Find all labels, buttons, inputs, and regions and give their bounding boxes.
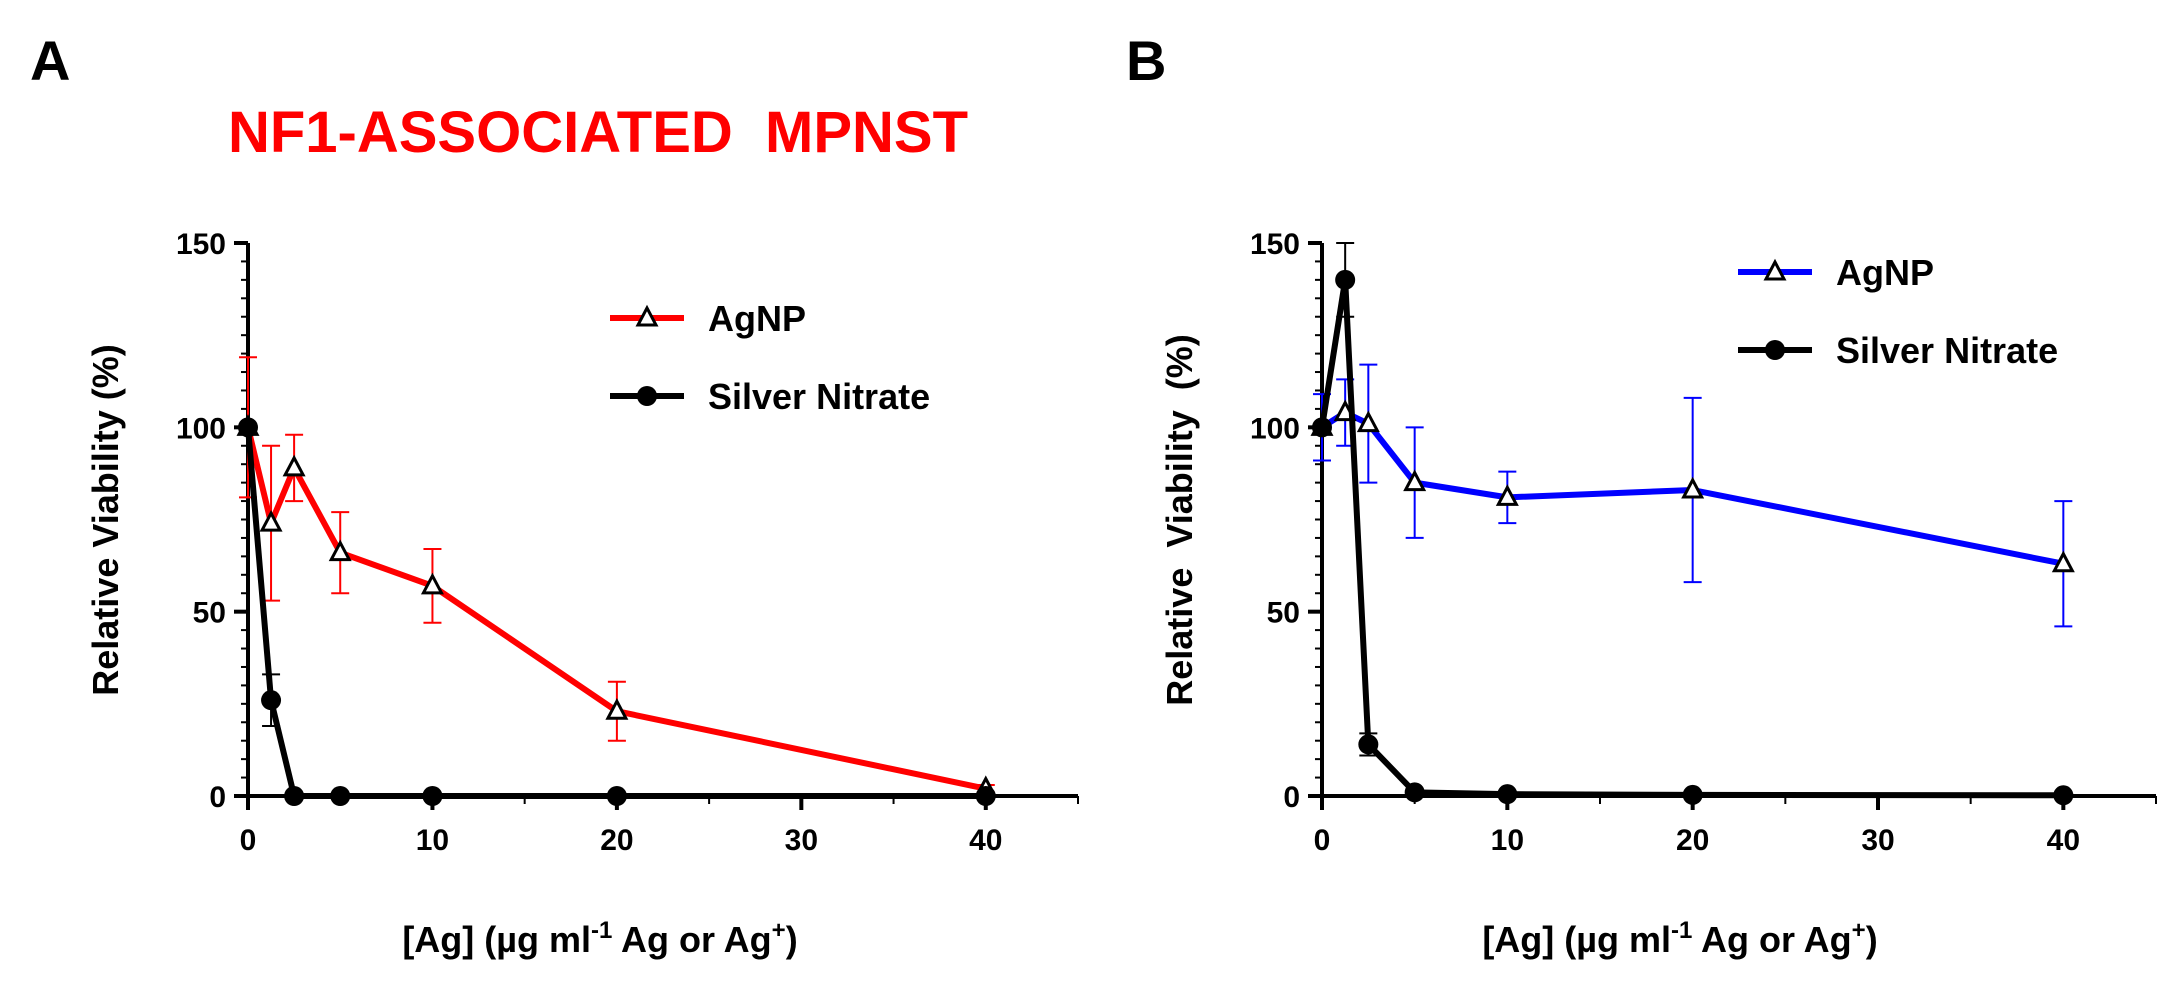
panel-b-xlabel-part2: Ag or Ag bbox=[1692, 919, 1851, 960]
panel-b-point-agnp bbox=[2051, 550, 2075, 573]
panel-a-point-silver-nitrate bbox=[261, 690, 282, 711]
panel-b-x-tick-label: 40 bbox=[2047, 824, 2080, 857]
panel-b-point-silver-nitrate bbox=[1682, 784, 1703, 805]
panel-a-y-tick-label: 150 bbox=[176, 228, 226, 261]
panel-b-x-tick-label: 20 bbox=[1676, 824, 1709, 857]
panel-b-xlabel-part1: [Ag] (µg ml bbox=[1482, 919, 1671, 960]
panel-a-x-tick-label: 20 bbox=[600, 824, 633, 857]
panel-a-y-tick-label: 50 bbox=[193, 597, 226, 630]
panel-b-point-agnp bbox=[1681, 476, 1705, 499]
panel-b-plot-area: 0 50 100 150 0 10 20 30 40 AgNP Silver Nitrate bbox=[1250, 228, 2157, 857]
panel-b-point-silver-nitrate bbox=[1312, 417, 1332, 438]
panel-a-x-tick-label: 0 bbox=[240, 824, 257, 857]
panel-a-legend: AgNP Silver Nitrate bbox=[610, 298, 930, 417]
panel-a-chart: 0 50 100 150 0 10 20 30 40 AgNP Silver Nitrate Rel… bbox=[85, 228, 1079, 960]
panel-a-legend-marker bbox=[637, 386, 657, 406]
panel-b-x-axis-title: [Ag] (µg ml-1 Ag or Ag+) bbox=[1482, 917, 1877, 960]
panel-b-point-silver-nitrate bbox=[2053, 785, 2074, 806]
panel-b-point-agnp bbox=[1403, 469, 1427, 492]
panel-b-y-axis-title: Relative Viability (%) bbox=[1159, 334, 1200, 705]
panel-a-legend-label: AgNP bbox=[708, 298, 806, 339]
panel-a-xlabel-part2: Ag or Ag bbox=[612, 919, 771, 960]
panel-a-xlabel-part3: ) bbox=[786, 919, 798, 960]
panel-b-legend-label: AgNP bbox=[1836, 252, 1934, 293]
panel-b-series-agnp bbox=[1310, 363, 2075, 628]
panel-b-x-tick-label: 30 bbox=[1861, 824, 1894, 857]
panel-a-point-agnp bbox=[420, 572, 444, 595]
panel-a-point-silver-nitrate bbox=[606, 786, 627, 806]
panel-b-xlabel-sup2: + bbox=[1852, 917, 1866, 944]
panel-b-legend-marker bbox=[1765, 340, 1785, 360]
panel-a-point-agnp bbox=[282, 454, 306, 477]
figure-title: NF1-ASSOCIATED MPNST bbox=[228, 100, 968, 165]
panel-b-x-tick-label: 0 bbox=[1314, 824, 1331, 857]
panel-b-series-silver-nitrate bbox=[1312, 242, 2074, 806]
panel-b-point-silver-nitrate bbox=[1497, 784, 1518, 805]
panel-b-x-tick-label: 10 bbox=[1491, 824, 1524, 857]
panel-a-x-tick-label: 40 bbox=[969, 824, 1002, 857]
panel-b-y-tick-label: 0 bbox=[1283, 781, 1300, 814]
panel-b-chart: 0 50 100 150 0 10 20 30 40 AgNP Silver Nitrate Rel… bbox=[1159, 228, 2157, 960]
panel-a-xlabel-part1: [Ag] (µg ml bbox=[402, 919, 591, 960]
panel-a-x-axis-title: [Ag] (µg ml-1 Ag or Ag+) bbox=[402, 917, 797, 960]
panel-a-point-agnp bbox=[605, 698, 629, 720]
panel-a-point-silver-nitrate bbox=[422, 786, 443, 806]
panel-b-point-silver-nitrate bbox=[1335, 269, 1356, 290]
panel-b-xlabel-part3: ) bbox=[1866, 919, 1878, 960]
panel-b-legend-marker bbox=[1763, 258, 1787, 281]
panel-a-point-agnp bbox=[259, 509, 283, 532]
panel-a-y-tick-label: 100 bbox=[176, 412, 226, 445]
panel-b-point-agnp bbox=[1495, 484, 1519, 506]
panel-b-point-agnp bbox=[1356, 410, 1380, 433]
panel-a-point-silver-nitrate bbox=[238, 417, 258, 438]
panel-a-legend-marker bbox=[635, 304, 659, 327]
panel-b-legend: AgNP Silver Nitrate bbox=[1738, 252, 2058, 371]
panel-a-plot-area: 0 50 100 150 0 10 20 30 40 AgNP Silver Nitrate bbox=[176, 228, 1079, 857]
panel-b-point-silver-nitrate bbox=[1358, 734, 1379, 755]
panel-a-point-silver-nitrate bbox=[284, 786, 305, 806]
panel-a-x-tick-label: 10 bbox=[416, 824, 449, 857]
panel-a-series-agnp bbox=[236, 356, 998, 798]
panel-a-point-agnp bbox=[328, 539, 352, 562]
panel-b-point-silver-nitrate bbox=[1404, 782, 1425, 803]
panel-a-legend-label: Silver Nitrate bbox=[708, 376, 930, 417]
panel-a-letter: A bbox=[30, 29, 70, 92]
panel-b-y-tick-label: 100 bbox=[1250, 412, 1300, 445]
panel-b-y-tick-label: 50 bbox=[1267, 597, 1300, 630]
panel-a-point-silver-nitrate bbox=[330, 786, 351, 806]
panel-a-x-tick-label: 30 bbox=[785, 824, 818, 857]
panel-a-xlabel-sup2: + bbox=[772, 917, 786, 944]
panel-a-y-tick-label: 0 bbox=[209, 781, 226, 814]
panel-b-letter: B bbox=[1126, 29, 1166, 92]
panel-a-xlabel-sup1: -1 bbox=[591, 917, 612, 944]
panel-a-series-silver-nitrate bbox=[238, 417, 996, 806]
panel-b-xlabel-sup1: -1 bbox=[1671, 917, 1692, 944]
panel-b-y-tick-label: 150 bbox=[1250, 228, 1300, 261]
panel-a-point-silver-nitrate bbox=[975, 786, 996, 806]
panel-b-legend-label: Silver Nitrate bbox=[1836, 330, 2058, 371]
panel-a-y-axis-title: Relative Viability (%) bbox=[85, 344, 126, 695]
